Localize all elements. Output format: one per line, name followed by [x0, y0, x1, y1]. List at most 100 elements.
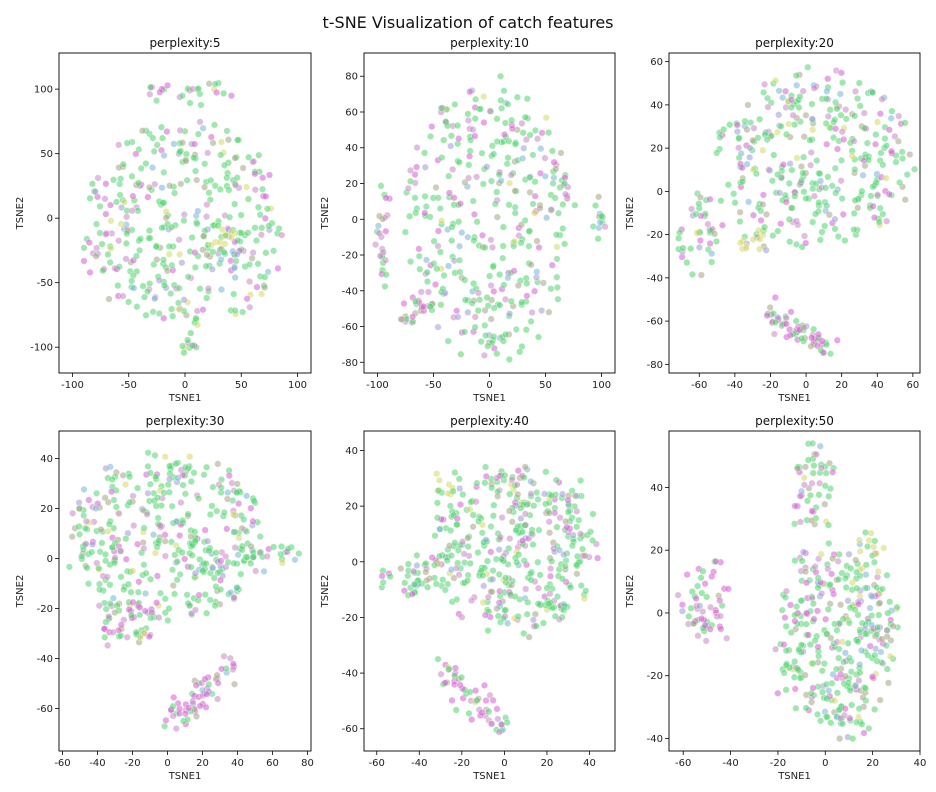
data-point [483, 163, 491, 171]
data-point [842, 115, 850, 123]
data-point [763, 136, 771, 144]
data-point [708, 258, 716, 266]
data-point [175, 284, 183, 292]
data-point [875, 611, 883, 619]
data-point [216, 185, 224, 193]
x-tick-label: 40 [583, 758, 596, 769]
data-point [831, 225, 839, 233]
data-point [771, 293, 779, 302]
data-point [546, 572, 555, 580]
data-point [176, 570, 184, 579]
data-point [455, 135, 463, 143]
data-point [832, 189, 840, 197]
data-point [481, 611, 490, 619]
data-point [833, 105, 841, 113]
data-point [432, 183, 440, 192]
data-point [158, 134, 167, 142]
data-point [397, 564, 405, 573]
data-point [493, 188, 501, 196]
data-point [801, 463, 810, 471]
data-point [88, 180, 96, 188]
data-point [822, 119, 830, 127]
data-point [439, 576, 447, 584]
data-point [822, 713, 831, 721]
data-point [229, 510, 237, 519]
data-point [892, 158, 900, 166]
data-point [838, 195, 846, 203]
data-point [898, 154, 907, 163]
data-point [773, 128, 782, 136]
data-point [712, 237, 721, 246]
data-point [527, 317, 535, 326]
data-point [806, 491, 815, 500]
data-point [456, 681, 464, 689]
data-point [828, 182, 836, 190]
y-axis-label: TSNE2 [625, 197, 636, 231]
data-point [833, 689, 842, 697]
data-point [264, 268, 272, 276]
data-point [501, 471, 509, 480]
data-point [445, 542, 454, 550]
data-point [811, 562, 819, 571]
data-point [448, 237, 456, 245]
data-point [149, 308, 157, 316]
data-point [759, 191, 768, 199]
data-point [115, 237, 123, 245]
data-point [450, 574, 458, 582]
y-axis-label: TSNE2 [320, 197, 331, 231]
data-point [826, 106, 834, 114]
data-point [486, 272, 494, 280]
data-point [703, 593, 711, 601]
data-point [100, 625, 108, 633]
panel-title: perplexity:5 [149, 36, 220, 50]
data-point [483, 557, 492, 565]
data-point [107, 217, 115, 225]
data-point [433, 514, 442, 522]
data-point [883, 217, 891, 225]
data-point [775, 189, 784, 197]
data-point [821, 184, 830, 192]
data-point [697, 574, 705, 582]
data-point [802, 609, 811, 617]
data-point [210, 574, 218, 582]
data-point [208, 265, 216, 273]
data-point [809, 599, 818, 608]
y-tick-label: -40 [37, 654, 53, 665]
data-point [473, 173, 481, 181]
data-point [850, 137, 858, 145]
data-point [816, 717, 825, 725]
data-point [478, 149, 486, 157]
data-point [422, 256, 431, 264]
data-point [197, 101, 205, 109]
data-point [231, 154, 239, 162]
data-point [116, 191, 124, 199]
y-tick-label: 20 [345, 502, 358, 513]
data-point [482, 536, 490, 544]
data-point [214, 679, 222, 687]
data-point [474, 306, 482, 315]
data-point [683, 258, 691, 267]
data-point [134, 588, 142, 596]
data-point [128, 207, 136, 215]
data-point [696, 602, 704, 610]
data-point [841, 705, 849, 713]
data-point [238, 542, 247, 550]
data-point [178, 259, 186, 267]
data-point [103, 641, 112, 650]
data-point [173, 557, 181, 566]
data-point [512, 526, 520, 535]
data-point [461, 328, 469, 336]
data-point [827, 719, 835, 727]
data-point [552, 476, 561, 484]
data-point [856, 102, 864, 110]
data-point [277, 550, 285, 558]
data-point [872, 630, 881, 639]
data-point [561, 562, 570, 570]
data-point [782, 320, 790, 328]
data-point [223, 127, 231, 135]
data-point [209, 564, 217, 572]
data-point [175, 305, 183, 314]
data-point [406, 258, 415, 266]
data-point [198, 686, 207, 694]
data-point [530, 287, 539, 295]
